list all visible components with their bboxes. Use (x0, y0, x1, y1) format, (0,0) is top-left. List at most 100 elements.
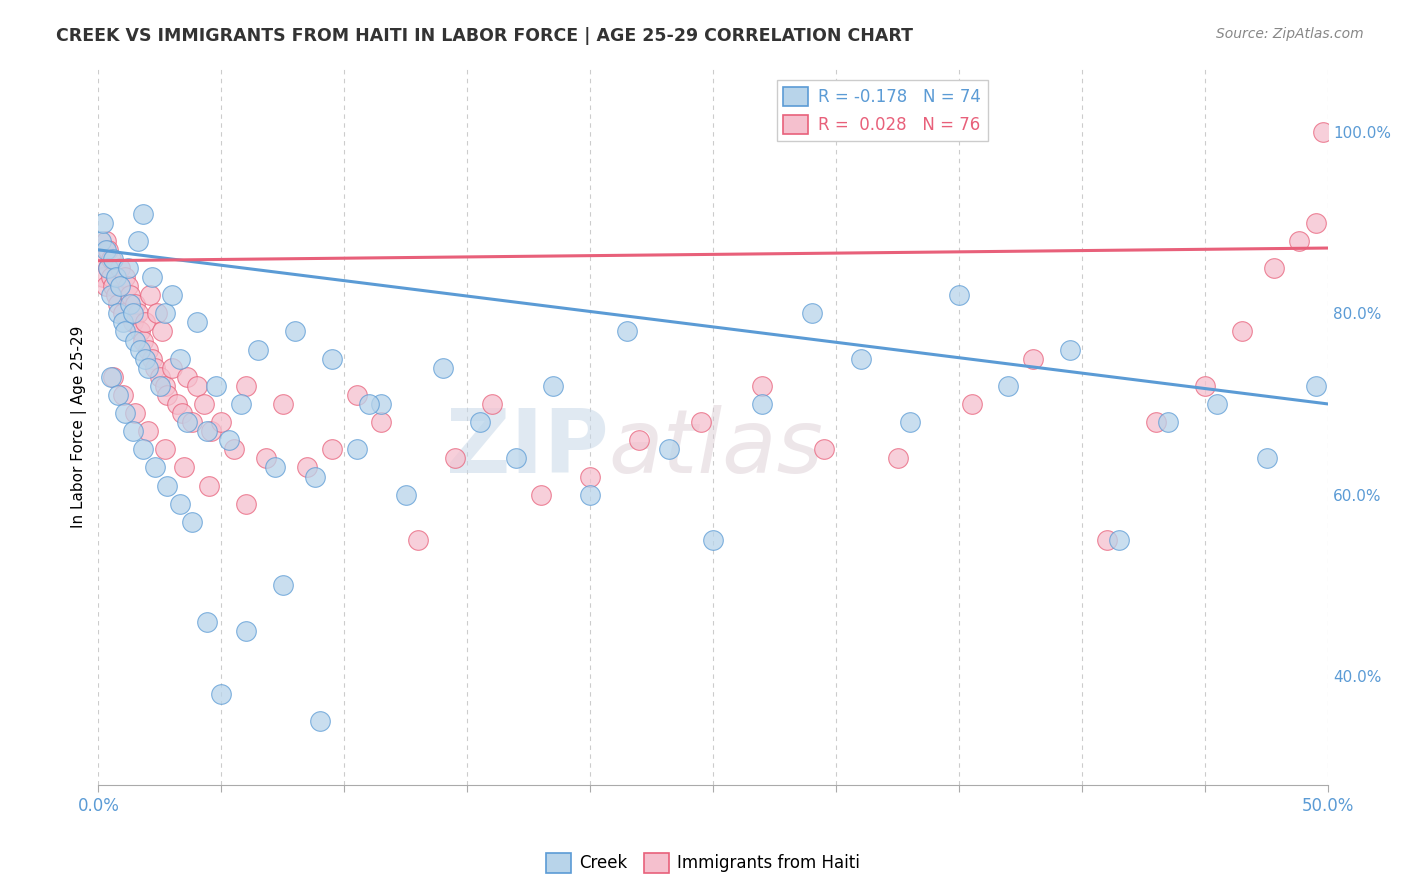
Point (813, 442, 835, 457)
Legend: R = -0.178   N = 74, R =  0.028   N = 76: R = -0.178 N = 74, R = 0.028 N = 76 (776, 80, 988, 141)
Point (100, 369, 122, 384)
Point (153, 306, 176, 320)
Point (200, 424, 222, 438)
Point (1305, 216, 1327, 230)
Point (1022, 351, 1045, 366)
Point (247, 343, 270, 357)
Text: CREEK VS IMMIGRANTS FROM HAITI IN LABOR FORCE | AGE 25-29 CORRELATION CHART: CREEK VS IMMIGRANTS FROM HAITI IN LABOR … (56, 27, 914, 45)
Point (143, 360, 166, 375)
Point (149, 379, 172, 393)
Text: ZIP: ZIP (446, 405, 609, 491)
Point (690, 415, 713, 429)
Point (1256, 451, 1278, 466)
Point (1144, 415, 1167, 429)
Point (127, 234, 149, 248)
Point (97, 260, 120, 275)
Point (543, 379, 565, 393)
Point (1288, 234, 1310, 248)
Text: Source: ZipAtlas.com: Source: ZipAtlas.com (1216, 27, 1364, 41)
Point (129, 325, 152, 339)
Point (505, 451, 527, 466)
Point (104, 270, 127, 285)
Point (117, 260, 139, 275)
Point (1108, 533, 1130, 547)
Point (304, 469, 326, 483)
Point (948, 288, 970, 302)
Point (120, 297, 142, 311)
Point (101, 369, 124, 384)
Point (141, 351, 163, 366)
Point (97, 260, 120, 275)
Y-axis label: In Labor Force | Age 25-29: In Labor Force | Age 25-29 (72, 326, 87, 528)
Point (131, 334, 153, 348)
Point (193, 397, 215, 411)
Point (195, 424, 218, 438)
Point (271, 397, 294, 411)
Point (143, 460, 166, 475)
Point (146, 306, 169, 320)
Point (173, 460, 195, 475)
Point (432, 360, 454, 375)
Point (444, 451, 467, 466)
Point (97, 243, 120, 257)
Point (1230, 325, 1253, 339)
Point (357, 397, 380, 411)
Point (166, 397, 188, 411)
Point (124, 334, 146, 348)
Point (121, 424, 143, 438)
Point (114, 270, 136, 285)
Point (370, 397, 392, 411)
Point (149, 369, 172, 384)
Point (100, 252, 122, 266)
Point (153, 442, 176, 457)
Point (579, 488, 602, 502)
Point (209, 415, 232, 429)
Point (170, 406, 193, 420)
Point (111, 306, 134, 320)
Point (129, 343, 152, 357)
Point (91, 270, 114, 285)
Point (121, 315, 143, 329)
Point (156, 478, 179, 492)
Point (101, 279, 124, 293)
Point (751, 397, 773, 411)
Point (346, 388, 368, 402)
Point (120, 288, 142, 302)
Point (898, 415, 921, 429)
Point (169, 351, 191, 366)
Point (616, 325, 638, 339)
Point (160, 360, 183, 375)
Point (131, 206, 153, 220)
Point (702, 533, 724, 547)
Point (997, 379, 1019, 393)
Point (346, 442, 368, 457)
Point (1263, 260, 1285, 275)
Point (297, 460, 319, 475)
Point (110, 260, 132, 275)
Text: atlas: atlas (609, 405, 824, 491)
Point (141, 270, 163, 285)
Point (1194, 379, 1216, 393)
Point (90, 234, 112, 248)
Point (94, 243, 117, 257)
Point (284, 325, 307, 339)
Point (124, 297, 146, 311)
Point (406, 533, 429, 547)
Point (1095, 533, 1118, 547)
Point (186, 379, 208, 393)
Point (1059, 343, 1081, 357)
Point (111, 315, 134, 329)
Point (104, 288, 127, 302)
Point (222, 442, 245, 457)
Point (751, 379, 773, 393)
Point (111, 388, 134, 402)
Point (321, 442, 343, 457)
Point (370, 415, 392, 429)
Point (94, 234, 117, 248)
Point (134, 315, 156, 329)
Point (101, 252, 124, 266)
Point (308, 714, 330, 729)
Point (107, 297, 129, 311)
Point (114, 406, 136, 420)
Point (209, 687, 232, 701)
